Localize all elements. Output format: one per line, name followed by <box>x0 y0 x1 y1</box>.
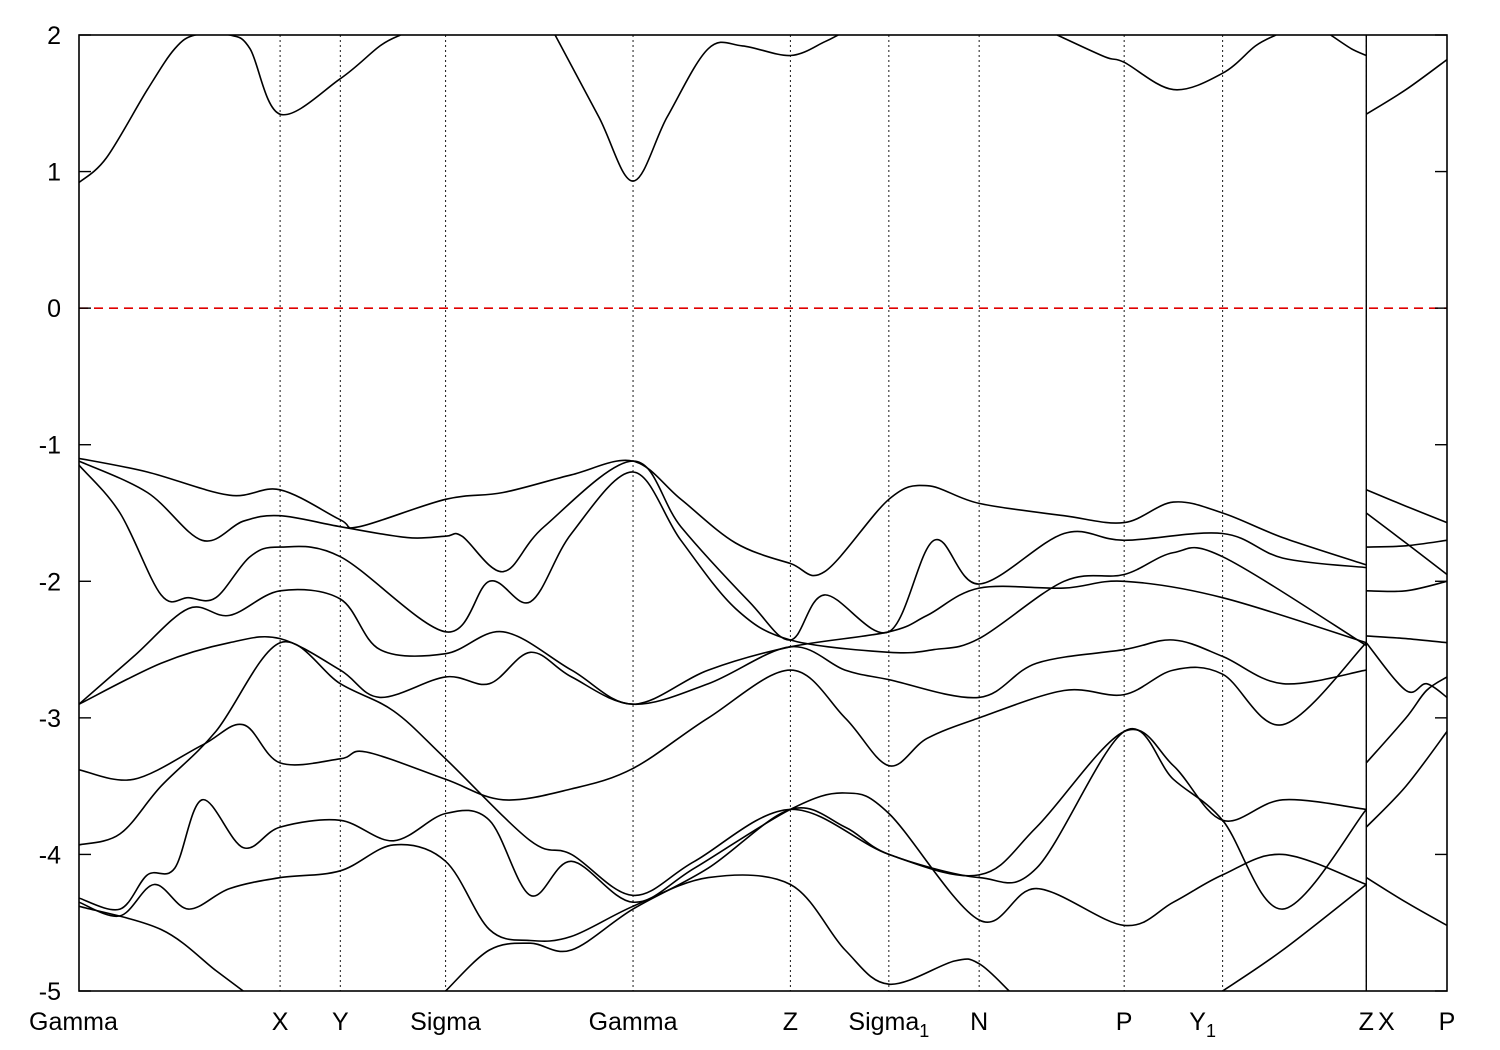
band-line <box>1330 35 1367 57</box>
x-tick-label: Gamma <box>29 1008 118 1036</box>
band-line <box>445 728 1367 991</box>
band-line <box>79 905 244 991</box>
band-line <box>79 843 1010 991</box>
series-layer <box>79 35 1447 991</box>
y-tick-label: 1 <box>47 159 61 187</box>
y-tick-label: -1 <box>39 432 61 460</box>
x-tick-label: P <box>1439 1008 1456 1036</box>
y-tick-label: -4 <box>39 841 61 869</box>
band-line <box>79 460 1367 641</box>
band-line <box>1056 35 1277 91</box>
x-tick-label: Sigma <box>410 1008 481 1036</box>
band-line <box>1365 642 1447 699</box>
x-tick-label: N <box>970 1008 988 1036</box>
band-line <box>1365 676 1447 764</box>
tick-layer: -5 -4 -3 -2 -1 0 1 2 Gamma X Y Sigma Gamma Z Sigma1 N P Y… <box>29 22 1455 1041</box>
x-tick-label: Z <box>1359 1008 1374 1036</box>
plot-frame <box>78 34 1448 992</box>
axis-layer <box>78 34 1448 992</box>
band-line <box>1365 731 1447 828</box>
band-line <box>79 792 1367 927</box>
band-line <box>1366 580 1447 593</box>
band-line <box>79 35 401 184</box>
band-line <box>1366 635 1447 644</box>
x-tick-label: Sigma1 <box>848 1008 929 1041</box>
band-line <box>554 35 839 182</box>
band-line <box>1366 539 1447 548</box>
y-tick-label: -2 <box>39 568 61 596</box>
band-line <box>79 640 1367 897</box>
x-tick-label: Y1 <box>1189 1008 1216 1041</box>
y-tick-label: -5 <box>39 978 61 1006</box>
grid-layer <box>279 35 1367 991</box>
band-line <box>79 642 1367 801</box>
band-line <box>79 580 1367 705</box>
band-line <box>1365 489 1447 524</box>
x-tick-label: X <box>272 1008 289 1036</box>
x-tick-label: Y <box>332 1008 349 1036</box>
y-tick-label: 0 <box>47 295 61 323</box>
band-line <box>79 635 1367 706</box>
y-tick-label: 2 <box>47 22 61 50</box>
band-line <box>1222 883 1367 991</box>
x-tick-label: P <box>1116 1008 1133 1036</box>
x-tick-label: Z <box>783 1008 798 1036</box>
x-tick-label: X <box>1378 1008 1395 1036</box>
band-line <box>1365 58 1447 115</box>
band-line <box>1365 512 1447 576</box>
band-line <box>79 457 1367 577</box>
y-tick-label: -3 <box>39 705 61 733</box>
x-tick-label: Gamma <box>589 1008 678 1036</box>
band-line <box>79 464 1367 654</box>
band-line <box>1365 876 1447 927</box>
